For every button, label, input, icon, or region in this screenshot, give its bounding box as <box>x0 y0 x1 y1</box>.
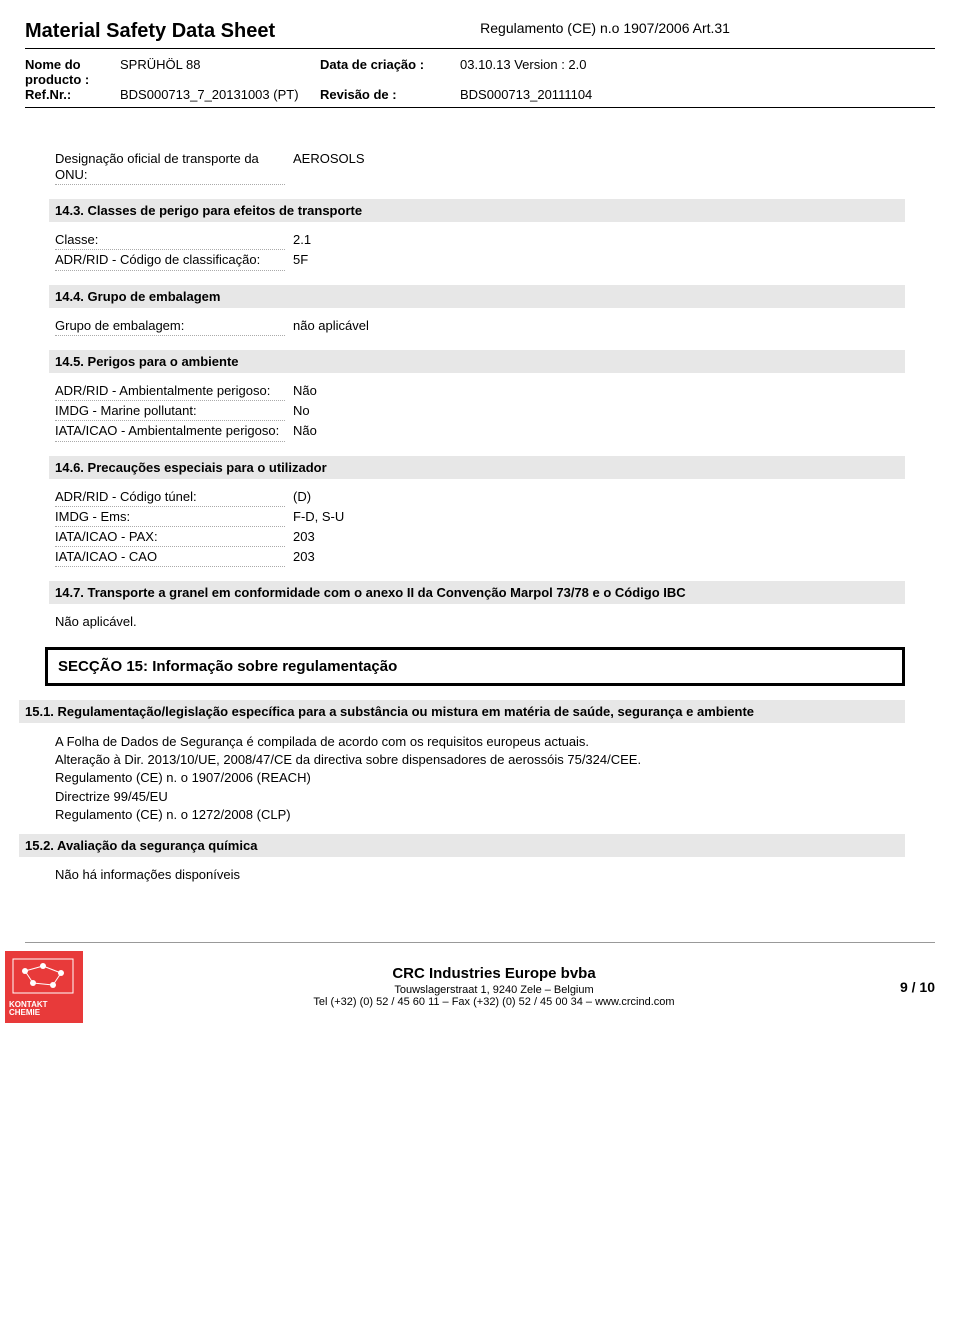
logo-graphic-icon <box>5 951 83 1001</box>
revision-value: BDS000713_20111104 <box>460 87 592 102</box>
body-line: Regulamento (CE) n. o 1907/2006 (REACH) <box>55 769 905 787</box>
row-label: ADR/RID - Ambientalmente perigoso: <box>55 381 285 402</box>
regulation-text: Regulamento (CE) n.o 1907/2006 Art.31 <box>275 20 935 36</box>
footer-company: CRC Industries Europe bvba <box>123 965 865 982</box>
document-title: Material Safety Data Sheet <box>25 20 275 43</box>
table-row: IATA/ICAO - CAO 203 <box>55 547 905 567</box>
row-value: No <box>285 401 310 421</box>
divider <box>25 48 935 49</box>
row-label: ADR/RID - Código túnel: <box>55 487 285 507</box>
content-area: Designação oficial de transporte da ONU:… <box>25 116 935 882</box>
body-line: Alteração à Dir. 2013/10/UE, 2008/47/CE … <box>55 751 905 769</box>
table-row: IMDG - Ems: F-D, S-U <box>55 507 905 527</box>
product-value: SPRÜHÖL 88 <box>120 57 320 87</box>
row-label: Grupo de embalagem: <box>55 316 285 336</box>
footer-address: Touwslagerstraat 1, 9240 Zele – Belgium <box>123 984 865 996</box>
section-14-4-table: Grupo de embalagem: não aplicável <box>55 316 905 336</box>
section-14-6-table: ADR/RID - Código túnel: (D) IMDG - Ems: … <box>55 487 905 567</box>
divider <box>25 107 935 108</box>
section-14-3-title: 14.3. Classes de perigo para efeitos de … <box>49 199 905 222</box>
section-14-5-table: ADR/RID - Ambientalmente perigoso: Não I… <box>55 381 905 442</box>
row-label: Designação oficial de transporte da ONU: <box>55 149 285 185</box>
ref-label: Ref.Nr.: <box>25 87 120 102</box>
section-14-7-title: 14.7. Transporte a granel em conformidad… <box>49 581 905 604</box>
row-value: 5F <box>285 250 308 271</box>
table-row: Designação oficial de transporte da ONU:… <box>55 149 905 185</box>
row-label: ADR/RID - Código de classificação: <box>55 250 285 271</box>
document-header: Material Safety Data Sheet Regulamento (… <box>25 20 935 43</box>
meta-row-2: Ref.Nr.: BDS000713_7_20131003 (PT) Revis… <box>25 87 935 102</box>
row-value: 203 <box>285 527 315 547</box>
row-value: Não <box>285 421 317 442</box>
body-line: Regulamento (CE) n. o 1272/2008 (CLP) <box>55 806 905 824</box>
table-row: Classe: 2.1 <box>55 230 905 250</box>
date-value: 03.10.13 Version : 2.0 <box>460 57 586 87</box>
row-value: 203 <box>285 547 315 567</box>
section-14-6-title: 14.6. Precauções especiais para o utiliz… <box>49 456 905 479</box>
table-row: IMDG - Marine pollutant: No <box>55 401 905 421</box>
section-14-7-text: Não aplicável. <box>55 614 905 629</box>
table-row: ADR/RID - Ambientalmente perigoso: Não <box>55 381 905 402</box>
un-designation-table: Designação oficial de transporte da ONU:… <box>55 149 905 185</box>
page-footer: KONTAKT CHEMIE CRC Industries Europe bvb… <box>25 942 935 1023</box>
ref-value: BDS000713_7_20131003 (PT) <box>120 87 320 102</box>
date-label: Data de criação : <box>320 57 460 87</box>
table-row: Grupo de embalagem: não aplicável <box>55 316 905 336</box>
section-15-1-title: 15.1. Regulamentação/legislação específi… <box>19 700 905 723</box>
kontakt-chemie-logo: KONTAKT CHEMIE <box>5 951 83 1023</box>
body-line: Directrize 99/45/EU <box>55 788 905 806</box>
table-row: ADR/RID - Código túnel: (D) <box>55 487 905 507</box>
meta-row-1: Nome do producto : SPRÜHÖL 88 Data de cr… <box>25 57 935 87</box>
footer-center: CRC Industries Europe bvba Touwslagerstr… <box>123 965 865 1008</box>
revision-label: Revisão de : <box>320 87 460 102</box>
row-label: Classe: <box>55 230 285 250</box>
body-line: A Folha de Dados de Segurança é compilad… <box>55 733 905 751</box>
row-value: Não <box>285 381 317 402</box>
section-15-header: SECÇÃO 15: Informação sobre regulamentaç… <box>45 647 905 686</box>
row-label: IATA/ICAO - CAO <box>55 547 285 567</box>
product-label: Nome do producto : <box>25 57 120 87</box>
section-15-2-title: 15.2. Avaliação da segurança química <box>19 834 905 857</box>
row-label: IMDG - Ems: <box>55 507 285 527</box>
table-row: IATA/ICAO - Ambientalmente perigoso: Não <box>55 421 905 442</box>
row-value: 2.1 <box>285 230 311 250</box>
table-row: ADR/RID - Código de classificação: 5F <box>55 250 905 271</box>
section-15-2-text: Não há informações disponíveis <box>55 867 905 882</box>
page-number: 9 / 10 <box>865 979 935 995</box>
footer-contact: Tel (+32) (0) 52 / 45 60 11 – Fax (+32) … <box>123 996 865 1008</box>
row-value: (D) <box>285 487 311 507</box>
row-label: IATA/ICAO - Ambientalmente perigoso: <box>55 421 285 442</box>
table-row: IATA/ICAO - PAX: 203 <box>55 527 905 547</box>
row-label: IMDG - Marine pollutant: <box>55 401 285 421</box>
row-label: IATA/ICAO - PAX: <box>55 527 285 547</box>
row-value: não aplicável <box>285 316 369 336</box>
section-15-1-body: A Folha de Dados de Segurança é compilad… <box>55 733 905 824</box>
section-14-3-table: Classe: 2.1 ADR/RID - Código de classifi… <box>55 230 905 271</box>
section-14-4-title: 14.4. Grupo de embalagem <box>49 285 905 308</box>
row-value: AEROSOLS <box>285 149 365 185</box>
logo-text: KONTAKT CHEMIE <box>9 1001 79 1017</box>
row-value: F-D, S-U <box>285 507 344 527</box>
section-14-5-title: 14.5. Perigos para o ambiente <box>49 350 905 373</box>
logo-line-2: CHEMIE <box>9 1009 79 1017</box>
